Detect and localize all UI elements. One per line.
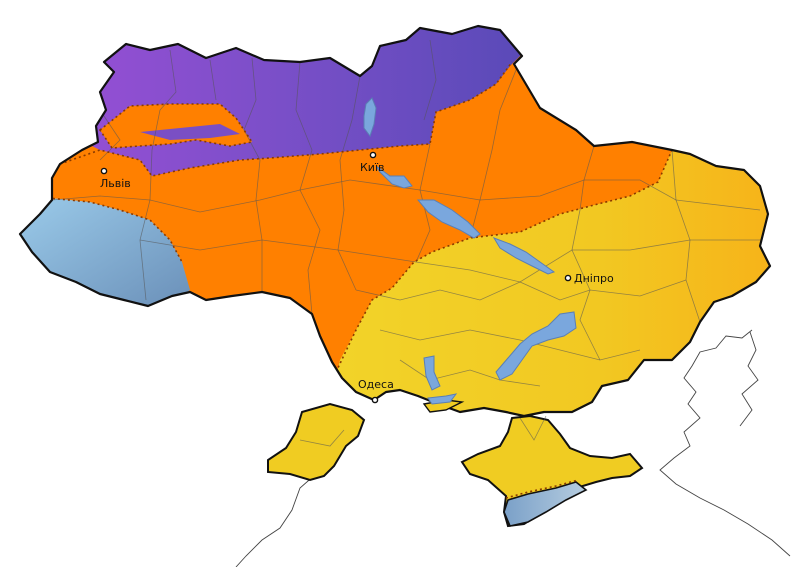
- budjak-region: [267, 402, 366, 482]
- mainland-border: [18, 24, 772, 418]
- kyiv-reservoir: [363, 97, 377, 138]
- city-label-lviv: Львів: [100, 177, 131, 190]
- dnipro-river: [375, 165, 413, 189]
- kremenchuk-reservoir: [416, 199, 481, 239]
- kakhovka-reservoir: [495, 311, 577, 381]
- kamianske-reservoir: [492, 237, 556, 275]
- city-dnipro: Дніпро: [564, 272, 614, 285]
- city-lviv: Львів: [100, 167, 131, 190]
- zone-south: [300, 150, 770, 416]
- city-odesa: Одеса: [358, 378, 394, 404]
- southern-bug-estuary: [423, 355, 441, 391]
- city-label-kyiv: Київ: [360, 161, 385, 174]
- city-kyiv: Київ: [360, 151, 385, 174]
- city-label-odesa: Одеса: [358, 378, 394, 391]
- city-markers: Львів Київ Дніпро Одеса: [100, 151, 614, 404]
- zone-crimean-mountains: [503, 481, 588, 527]
- crimea-region: [460, 414, 644, 528]
- city-label-dnipro: Дніпро: [574, 272, 614, 285]
- water-bodies: [363, 97, 577, 405]
- oblast-boundaries: [51, 39, 768, 387]
